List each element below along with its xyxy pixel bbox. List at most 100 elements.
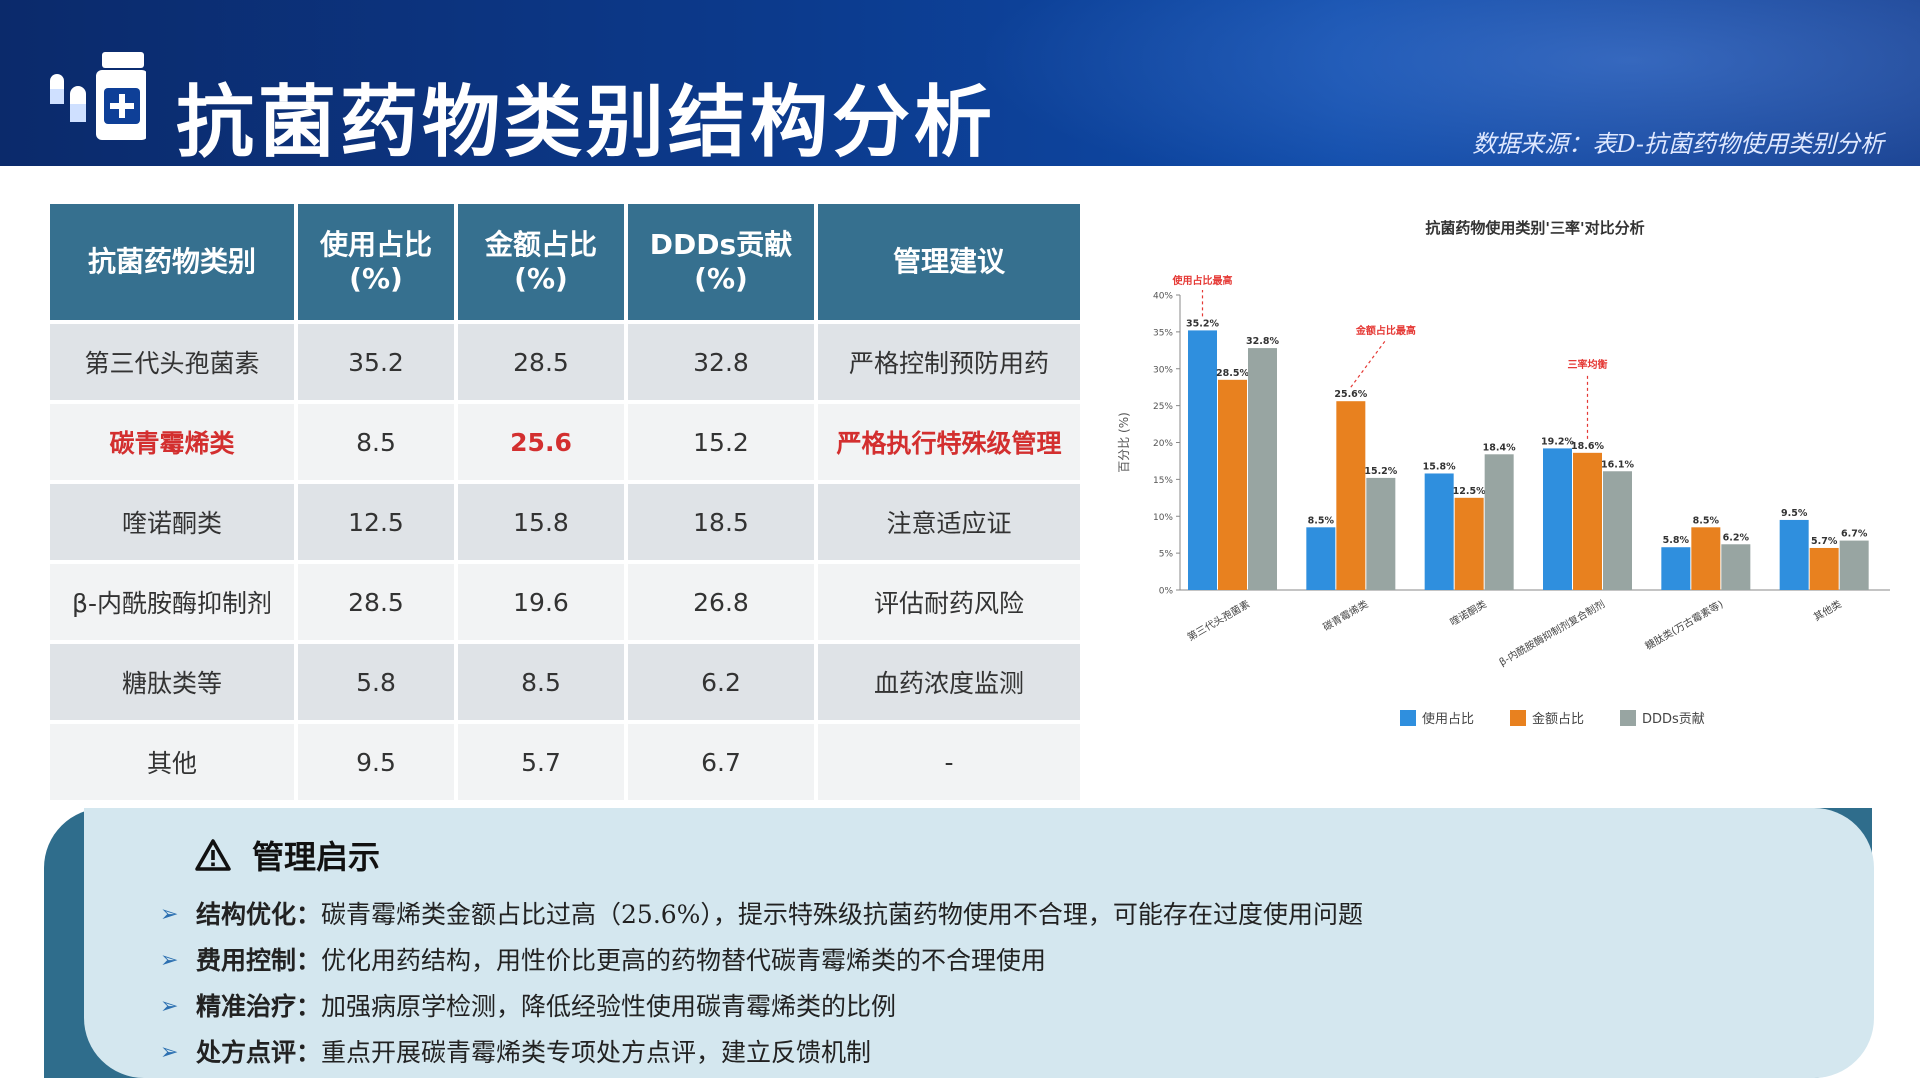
chevron-right-icon: ➢ xyxy=(160,1040,179,1065)
y-tick-label: 10% xyxy=(1153,513,1173,523)
cell-ddds: 18.5 xyxy=(626,482,818,564)
cell-category: 喹诺酮类 xyxy=(50,482,298,564)
chevron-right-icon: ➢ xyxy=(160,948,179,973)
header-usage-text: 使用占比 (%) xyxy=(319,228,432,295)
legend-label: 金额占比 xyxy=(1532,711,1584,727)
insight-key: 结构优化： xyxy=(196,900,322,929)
list-item: ➢ 处方点评： 重点开展碳青霉烯类专项处方点评，建立反馈机制 xyxy=(160,1030,1363,1076)
header-light-streak xyxy=(860,0,1920,166)
bar xyxy=(1424,473,1454,590)
comparison-bar-chart: 抗菌药物使用类别'三率'对比分析 0% 5% 10% 15% 20% 25% 30% 35% 40… xyxy=(1117,219,1890,727)
header-advice: 管理建议 xyxy=(816,204,1080,324)
x-tick-label: 喹诺酮类 xyxy=(1448,597,1489,628)
cell-amount: 8.5 xyxy=(456,642,628,724)
annotation-label: 使用占比最高 xyxy=(1172,274,1233,287)
cell-ddds: 15.2 xyxy=(626,402,818,484)
data-label: 15.2% xyxy=(1364,466,1397,477)
cell-category: β-内酰胺酶抑制剂 xyxy=(50,562,298,644)
insight-key: 费用控制： xyxy=(196,946,322,975)
data-label: 32.8% xyxy=(1246,336,1279,347)
insight-panel-heading: 管理启示 xyxy=(194,832,380,878)
insight-panel-title: 管理启示 xyxy=(252,838,381,876)
header-category: 抗菌药物类别 xyxy=(50,204,298,324)
list-item: ➢ 精准治疗： 加强病原学检测，降低经验性使用碳青霉烯类的比例 xyxy=(160,984,1363,1030)
medicine-bottle-icon xyxy=(50,52,146,140)
cell-category: 糖肽类等 xyxy=(50,642,298,724)
y-tick-label: 20% xyxy=(1153,439,1173,449)
chevron-right-icon: ➢ xyxy=(160,902,179,927)
table-header-row: 抗菌药物类别 使用占比 (%) 金额占比 (%) DDDs贡献 (%) 管理建议 xyxy=(50,204,1080,324)
x-tick-label: 第三代头孢菌素 xyxy=(1185,597,1252,643)
table-row: 喹诺酮类 12.5 15.8 18.5 注意适应证 xyxy=(50,482,1080,564)
insight-text: 重点开展碳青霉烯类专项处方点评，建立反馈机制 xyxy=(321,1038,872,1067)
cell-advice: 严格执行特殊级管理 xyxy=(816,402,1080,484)
data-label: 12.5% xyxy=(1453,486,1486,497)
cell-amount: 25.6 xyxy=(456,402,628,484)
page-title: 抗菌药物类别结构分析 xyxy=(176,78,997,166)
legend-label: DDDs贡献 xyxy=(1642,712,1705,727)
cell-category: 第三代头孢菌素 xyxy=(50,322,298,404)
annotation-label: 金额占比最高 xyxy=(1355,324,1416,337)
warning-icon xyxy=(195,839,231,871)
header-ddds: DDDs贡献 (%) xyxy=(626,204,818,324)
cell-advice: - xyxy=(816,722,1080,804)
insight-key: 精准治疗： xyxy=(196,992,322,1021)
insight-key: 处方点评： xyxy=(196,1038,322,1067)
data-label: 25.6% xyxy=(1334,389,1367,400)
x-tick-label: 碳青霉烯类 xyxy=(1321,597,1371,633)
data-label: 19.2% xyxy=(1541,436,1574,447)
table-row: β-内酰胺酶抑制剂 28.5 19.6 26.8 评估耐药风险 xyxy=(50,562,1080,644)
cell-usage: 12.5 xyxy=(296,482,458,564)
legend-swatch xyxy=(1400,710,1416,726)
cell-amount: 15.8 xyxy=(456,482,628,564)
data-label: 18.6% xyxy=(1571,441,1604,452)
insight-text: 优化用药结构，用性价比更高的药物替代碳青霉烯类的不合理使用 xyxy=(321,946,1047,975)
y-tick-label: 25% xyxy=(1153,402,1173,412)
cell-advice: 严格控制预防用药 xyxy=(816,322,1080,404)
insight-text: 碳青霉烯类金额占比过高（25.6%），提示特殊级抗菌药物使用不合理，可能存在过度… xyxy=(321,900,1363,929)
cell-amount: 19.6 xyxy=(456,562,628,644)
insight-text: 加强病原学检测，降低经验性使用碳青霉烯类的比例 xyxy=(321,992,897,1021)
bar xyxy=(1839,540,1869,590)
header-ddds-text: DDDs贡献 (%) xyxy=(649,228,793,295)
data-label: 28.5% xyxy=(1216,368,1249,379)
bar xyxy=(1188,330,1217,590)
data-label: 8.5% xyxy=(1693,515,1720,526)
data-source-note: 数据来源：表D-抗菌药物使用类别分析 xyxy=(1472,130,1884,158)
header-amount-text: 金额占比 (%) xyxy=(484,228,597,295)
x-tick-label: 糖肽类(万古霉素等) xyxy=(1643,597,1726,652)
y-tick-label: 40% xyxy=(1153,292,1173,302)
cell-ddds: 26.8 xyxy=(626,562,818,644)
insight-panel-body: 管理启示 ➢ 结构优化： 碳青霉烯类金额占比过高（25.6%），提示特殊级抗菌药物使… xyxy=(84,808,1874,1078)
data-label: 6.7% xyxy=(1841,529,1868,540)
cell-advice: 血药浓度监测 xyxy=(816,642,1080,724)
cell-advice: 评估耐药风险 xyxy=(816,562,1080,644)
data-label: 5.8% xyxy=(1663,535,1690,546)
legend-label: 使用占比 xyxy=(1422,711,1474,727)
data-label: 9.5% xyxy=(1781,508,1808,519)
list-item: ➢ 费用控制： 优化用药结构，用性价比更高的药物替代碳青霉烯类的不合理使用 xyxy=(160,938,1363,984)
table-row: 其他 9.5 5.7 6.7 - xyxy=(50,722,1080,804)
bar xyxy=(1779,519,1809,590)
x-tick-label: 其他类 xyxy=(1811,597,1843,623)
data-label: 35.2% xyxy=(1186,318,1219,329)
cell-category: 碳青霉烯类 xyxy=(50,402,298,484)
bar xyxy=(1484,454,1514,590)
table-row-highlight: 碳青霉烯类 8.5 25.6 15.2 严格执行特殊级管理 xyxy=(50,402,1080,484)
insight-panel: 管理启示 ➢ 结构优化： 碳青霉烯类金额占比过高（25.6%），提示特殊级抗菌药物使… xyxy=(44,808,1874,1078)
cell-usage: 9.5 xyxy=(296,722,458,804)
header-amount: 金额占比 (%) xyxy=(456,204,628,324)
cell-ddds: 6.7 xyxy=(626,722,818,804)
y-tick-label: 0% xyxy=(1159,587,1174,597)
bar xyxy=(1218,379,1247,590)
bar xyxy=(1306,527,1336,590)
header-usage: 使用占比 (%) xyxy=(296,204,458,324)
bar xyxy=(1661,547,1691,590)
data-label: 6.2% xyxy=(1723,532,1750,543)
y-tick-label: 35% xyxy=(1153,328,1173,338)
list-item: ➢ 结构优化： 碳青霉烯类金额占比过高（25.6%），提示特殊级抗菌药物使用不合理，… xyxy=(160,892,1363,938)
legend-swatch xyxy=(1620,710,1636,726)
cell-advice: 注意适应证 xyxy=(816,482,1080,564)
insight-list: ➢ 结构优化： 碳青霉烯类金额占比过高（25.6%），提示特殊级抗菌药物使用不合理，… xyxy=(160,892,1363,1076)
cell-category: 其他 xyxy=(50,722,298,804)
